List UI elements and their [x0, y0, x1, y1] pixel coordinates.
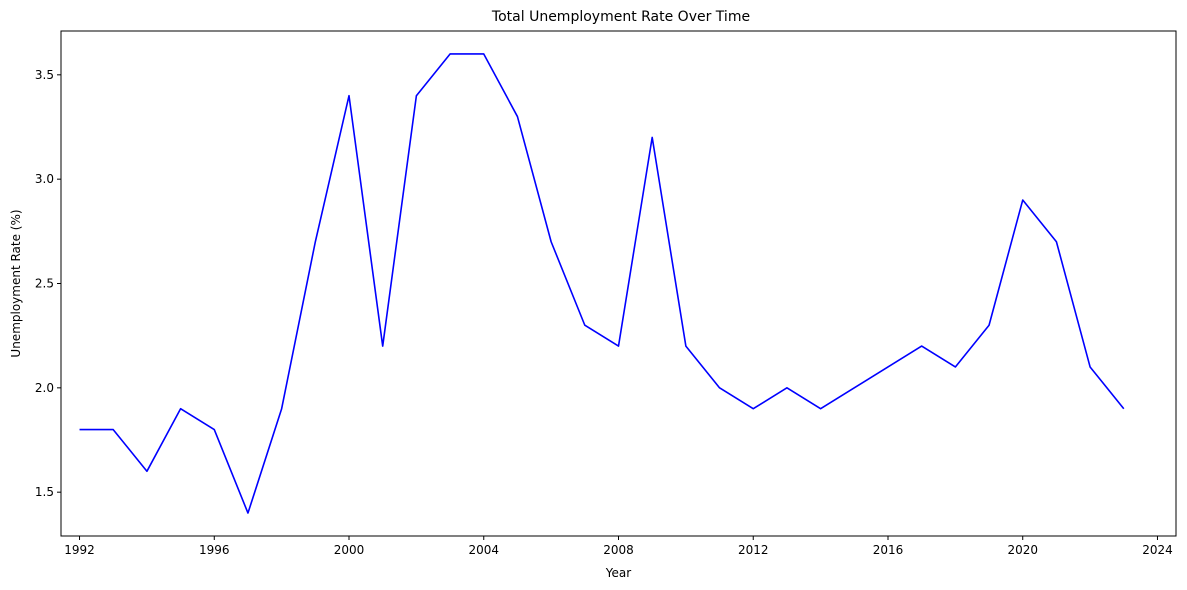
x-tick-label: 2012	[738, 543, 769, 557]
x-tick-label: 1992	[64, 543, 95, 557]
x-tick-label: 2020	[1007, 543, 1038, 557]
y-tick-label: 2.0	[35, 381, 54, 395]
ticks-layer: 1992 1996 2000 2004 2008 2012 2016 2020 2024 1.5 2…	[35, 68, 1173, 557]
y-axis-label: Unemployment Rate (%)	[9, 209, 23, 357]
x-tick-label: 2004	[468, 543, 499, 557]
x-tick-label: 2016	[873, 543, 904, 557]
chart-title: Total Unemployment Rate Over Time	[491, 9, 750, 25]
y-tick-label: 1.5	[35, 485, 54, 499]
y-tick-label: 2.5	[35, 277, 54, 291]
y-tick-label: 3.5	[35, 68, 54, 82]
x-axis-label: Year	[605, 566, 631, 580]
y-tick-label: 3.0	[35, 172, 54, 186]
series-line	[79, 53, 1125, 514]
series-layer	[79, 53, 1125, 514]
x-tick-label: 1996	[199, 543, 230, 557]
plot-area-frame	[60, 30, 1177, 537]
x-tick-label: 2024	[1142, 543, 1173, 557]
x-tick-label: 2008	[603, 543, 634, 557]
x-tick-label: 2000	[334, 543, 365, 557]
